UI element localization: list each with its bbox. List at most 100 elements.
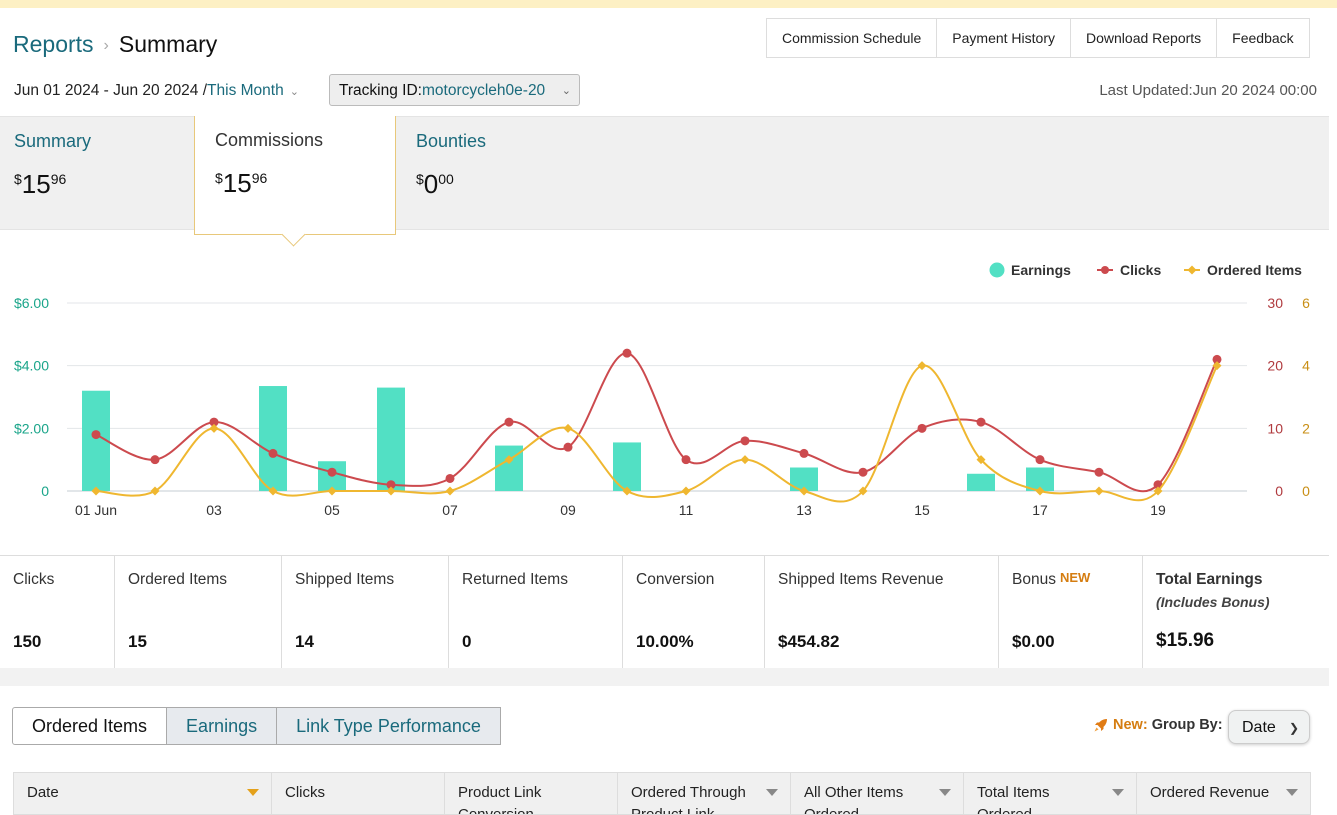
ordered-items-point	[504, 455, 514, 465]
metric-value: 10.00%	[636, 632, 694, 651]
metric-label: Ordered Items	[128, 571, 228, 588]
metric-label: Conversion	[636, 571, 715, 588]
column-label-line2: Product Link	[631, 806, 715, 815]
x-tick-label: 19	[1150, 502, 1166, 518]
commissions-tab[interactable]: Commissions $1596	[194, 116, 396, 235]
sort-icon[interactable]	[1286, 789, 1298, 796]
y-left-tick: $2.00	[14, 420, 49, 436]
new-label: New:	[1113, 717, 1148, 733]
clicks-point	[563, 442, 573, 452]
y-right-items-tick: 4	[1302, 358, 1310, 374]
x-tick-label: 01 Jun	[75, 502, 117, 518]
tab-link-type-performance[interactable]: Link Type Performance	[276, 707, 501, 745]
chevron-down-icon[interactable]: ⌄	[289, 86, 299, 98]
metric-value: 0	[462, 632, 472, 651]
metric-label: Clicks	[13, 571, 55, 588]
y-left-tick: $4.00	[14, 358, 49, 374]
clicks-point	[1094, 467, 1104, 477]
chevron-down-icon: ⌄	[561, 85, 571, 97]
column-header-ordered-revenue[interactable]: Ordered Revenue	[1137, 773, 1310, 814]
y-right-items-tick: 0	[1302, 483, 1310, 499]
clicks-point	[740, 436, 750, 446]
group-by-value: Date	[1242, 719, 1276, 736]
sort-icon[interactable]	[939, 789, 951, 796]
earnings-bar	[790, 467, 818, 491]
clicks-point	[1212, 354, 1222, 364]
earnings-chart: 0 0 0 $2.00 10 2 $4.00 20 4 $6.00 30 6 01 Jun 03 05 07 0…	[0, 240, 1329, 530]
legend-label: Ordered Items	[1207, 262, 1302, 278]
commission-schedule-button[interactable]: Commission Schedule	[767, 19, 938, 57]
metric-clicks: Clicks 150	[0, 556, 115, 668]
rocket-icon	[1094, 719, 1107, 732]
column-label: Ordered Revenue	[1150, 784, 1270, 801]
sort-icon[interactable]	[1112, 789, 1124, 796]
x-tick-label: 11	[679, 502, 694, 518]
metric-shipped-revenue: Shipped Items Revenue $454.82	[765, 556, 999, 668]
tracking-id-select[interactable]: Tracking ID:motorcycleh0e-20 ⌄	[329, 74, 580, 106]
summary-tabs: Summary $1596 Commissions $1596 Bounties…	[0, 116, 1329, 235]
legend-ordered-marker	[1187, 265, 1197, 275]
tracking-id-label: Tracking ID:	[339, 82, 422, 99]
chevron-right-icon: ›	[103, 37, 109, 54]
bounties-tab-value: $000	[416, 169, 454, 199]
sort-desc-icon[interactable]	[247, 789, 259, 796]
column-label-line2: Conversion	[458, 806, 534, 815]
y-right-items-tick: 6	[1302, 295, 1310, 311]
clicks-point	[386, 480, 396, 490]
legend-label: Earnings	[1011, 262, 1071, 278]
tab-earnings[interactable]: Earnings	[166, 707, 278, 745]
ordered-items-point	[1094, 486, 1104, 496]
sort-icon[interactable]	[766, 789, 778, 796]
payment-history-button[interactable]: Payment History	[937, 19, 1071, 57]
period-selector[interactable]: This Month	[207, 82, 284, 99]
metric-label: Shipped Items Revenue	[778, 571, 944, 588]
ordered-items-point	[622, 486, 632, 496]
ordered-items-point	[445, 486, 455, 496]
clicks-point	[91, 430, 101, 440]
x-tick-label: 15	[914, 502, 930, 518]
download-reports-button[interactable]: Download Reports	[1071, 19, 1218, 57]
column-label: Date	[27, 784, 59, 801]
y-left-tick: $6.00	[14, 295, 49, 311]
column-label-line2: Ordered	[977, 806, 1033, 815]
section-divider	[0, 668, 1329, 686]
feedback-button[interactable]: Feedback	[1217, 19, 1310, 57]
column-header-date[interactable]: Date	[14, 773, 272, 814]
notification-bar	[0, 0, 1337, 8]
metric-total-earnings: Total Earnings (Includes Bonus) $15.96	[1143, 556, 1329, 668]
metric-bonus: Bonus NEW $0.00	[999, 556, 1143, 668]
y-right-clicks-tick: 0	[1275, 483, 1283, 499]
clicks-point	[209, 417, 219, 427]
ordered-items-point	[858, 486, 868, 496]
ordered-items-point	[799, 486, 809, 496]
ordered-items-point	[681, 486, 691, 496]
legend-clicks-marker	[1101, 266, 1109, 274]
clicks-point	[1035, 455, 1045, 465]
column-header-product-link-conversion[interactable]: Product Link Conversion	[445, 773, 618, 815]
column-header-ordered-through[interactable]: Ordered Through Product Link	[618, 773, 791, 815]
breadcrumb-reports-link[interactable]: Reports	[13, 31, 94, 57]
date-range: Jun 01 2024 - Jun 20 2024 /This Month ⌄	[14, 82, 299, 100]
x-tick-label: 09	[560, 502, 576, 518]
x-tick-label: 13	[796, 502, 812, 518]
earnings-bar	[1026, 467, 1054, 491]
y-right-items-tick: 2	[1302, 420, 1310, 436]
column-header-total-items[interactable]: Total Items Ordered	[964, 773, 1137, 815]
column-header-clicks[interactable]: Clicks	[272, 773, 445, 814]
clicks-point	[445, 473, 455, 483]
group-by: New: Group By:	[1093, 717, 1223, 733]
last-updated: Last Updated:Jun 20 2024 00:00	[1099, 82, 1317, 99]
tab-ordered-items[interactable]: Ordered Items	[12, 707, 168, 745]
summary-tab-value: $1596	[14, 169, 67, 199]
metric-label: Returned Items	[462, 571, 568, 588]
legend-label: Clicks	[1120, 262, 1161, 278]
clicks-point	[976, 417, 986, 427]
y-right-clicks-tick: 30	[1267, 295, 1283, 311]
metric-value: 14	[295, 632, 314, 651]
clicks-point	[799, 448, 809, 458]
column-header-all-other-items[interactable]: All Other Items Ordered	[791, 773, 964, 814]
ordered-items-point	[1153, 486, 1163, 496]
y-right-clicks-tick: 10	[1267, 420, 1283, 436]
metric-ordered-items: Ordered Items 15	[115, 556, 282, 668]
group-by-select[interactable]: Date ❯	[1228, 710, 1310, 744]
